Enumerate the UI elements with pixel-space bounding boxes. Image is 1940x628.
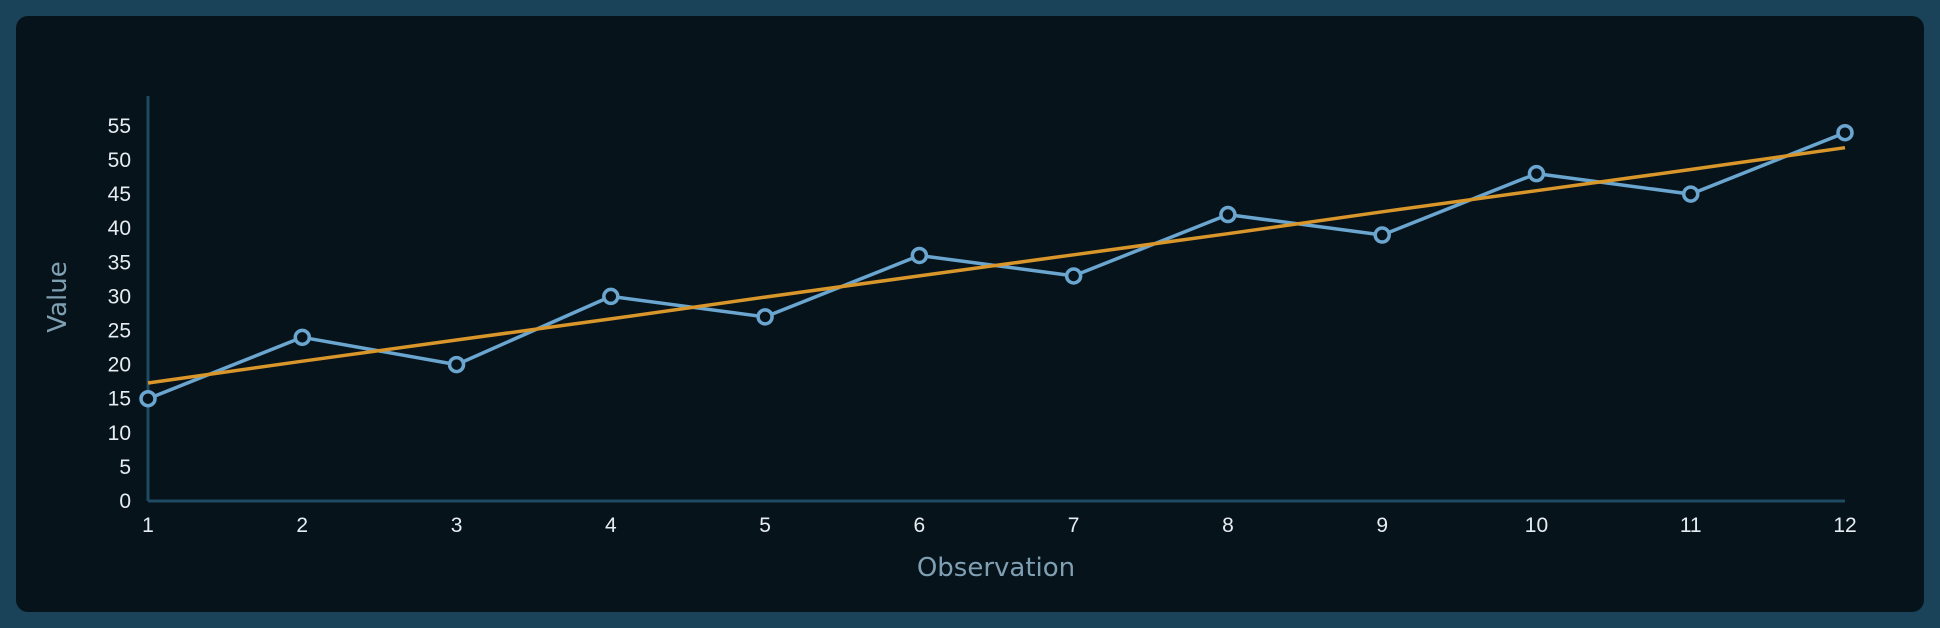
- data-point: [602, 287, 620, 306]
- x-tick-label: 5: [759, 514, 771, 537]
- data-point: [1681, 185, 1700, 203]
- x-axis: 1 2 3 4 5 6 7 8 9 10 11 12: [142, 499, 1857, 537]
- data-point: [910, 246, 929, 265]
- x-tick-label: 12: [1833, 514, 1856, 537]
- data-point: [139, 389, 157, 408]
- series-layer: [139, 123, 1854, 408]
- x-tick-label: 2: [296, 514, 308, 537]
- x-tick-label: 4: [605, 514, 617, 537]
- data-point: [1527, 164, 1546, 183]
- data-point: [1064, 267, 1083, 285]
- x-tick-label: 1: [142, 514, 154, 537]
- data-point: [1373, 226, 1391, 244]
- x-axis-title: Observation: [917, 553, 1075, 583]
- x-tick-label: 3: [451, 514, 463, 537]
- data-point: [447, 355, 466, 374]
- x-tick-label: 11: [1680, 514, 1702, 537]
- x-tick-label: 7: [1068, 514, 1080, 537]
- y-tick-label: 20: [108, 354, 131, 377]
- data-point: [1836, 123, 1854, 142]
- y-tick-label: 5: [119, 456, 131, 479]
- y-tick-label: 10: [108, 422, 131, 445]
- y-axis: 0 5 10 15 20 25 30 35 40 45 50 55: [108, 96, 150, 513]
- x-tick-label: 9: [1376, 514, 1388, 537]
- y-axis-title: Value: [43, 261, 73, 332]
- y-tick-label: 0: [119, 490, 131, 513]
- y-tick-label: 50: [108, 149, 131, 172]
- y-tick-label: 45: [108, 183, 131, 206]
- y-tick-label: 40: [108, 217, 131, 240]
- data-point: [293, 328, 312, 347]
- y-tick-label: 30: [108, 285, 131, 308]
- y-tick-label: 25: [108, 320, 131, 343]
- chart-panel: [16, 16, 1924, 612]
- data-point: [1219, 205, 1237, 224]
- data-point: [756, 308, 774, 326]
- y-tick-label: 35: [108, 251, 131, 274]
- x-tick-label: 6: [914, 514, 926, 537]
- trend-line: [147, 145, 1846, 385]
- x-tick-label: 8: [1222, 514, 1234, 537]
- x-tick-label: 10: [1525, 514, 1548, 537]
- y-tick-label: 55: [108, 115, 131, 138]
- y-tick-label: 15: [108, 388, 131, 411]
